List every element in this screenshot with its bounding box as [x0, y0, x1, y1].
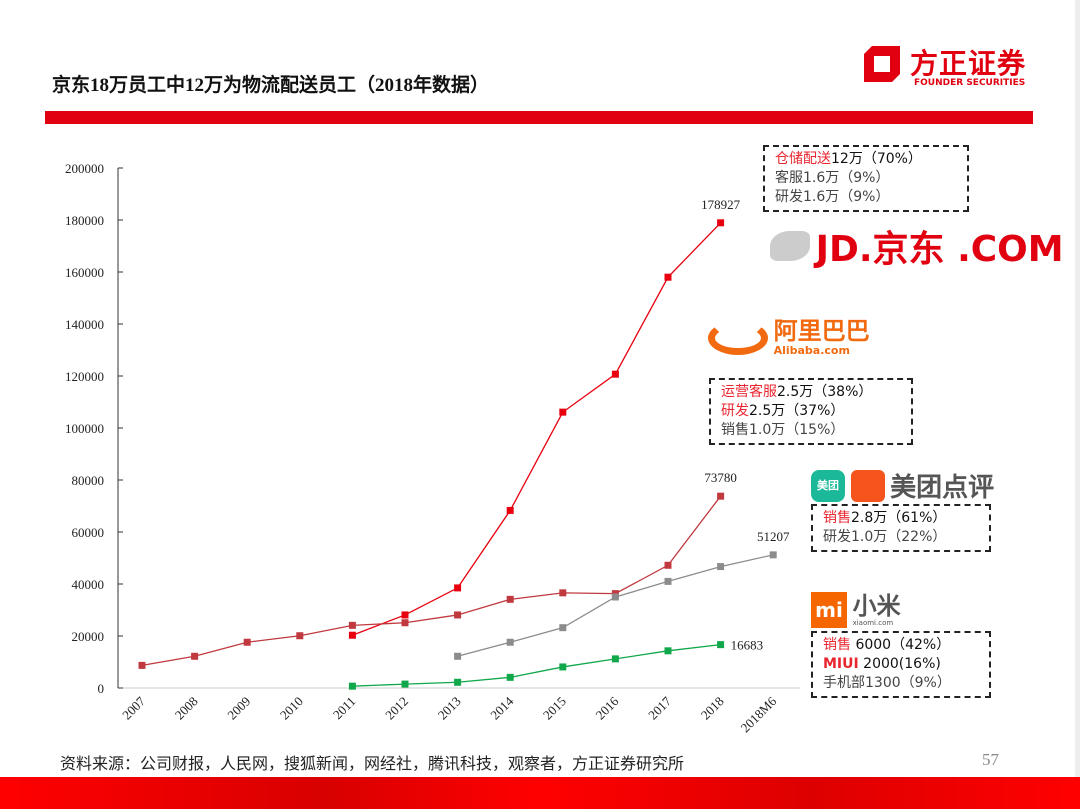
alibaba-point [243, 638, 251, 646]
alibaba-logo: 阿里巴巴 Alibaba.com [708, 318, 870, 357]
xiaomi-point [664, 647, 672, 655]
jd-end-label: 178927 [701, 197, 741, 212]
alibaba-point [348, 621, 356, 629]
y-tick-label: 80000 [72, 473, 105, 488]
jd-line-2: 研发1.6万（9%） [775, 189, 890, 205]
y-tick-label: 180000 [65, 213, 104, 228]
x-tick-label: 2010 [277, 694, 306, 723]
jd-brand-text: JD.京东 .COM [815, 229, 1064, 270]
meituan-point [611, 593, 619, 601]
xiaomi-point [401, 680, 409, 688]
xiaomi-point [348, 682, 356, 690]
alibaba-point [717, 492, 725, 500]
alibaba-end-label: 73780 [704, 470, 737, 485]
xiaomi-icon: mi [811, 592, 847, 628]
slide-title: 京东18万员工中12万为物流配送员工（2018年数据） [52, 75, 490, 96]
x-tick-label: 2011 [330, 694, 359, 723]
alibaba-point [296, 632, 304, 640]
xiaomi-point [454, 678, 462, 686]
jd-point [664, 273, 672, 281]
jd-point [611, 370, 619, 378]
xiaomi-point [506, 673, 514, 681]
xiaomi-point [717, 641, 725, 649]
xiaomi-point [611, 655, 619, 663]
y-tick-label: 200000 [65, 161, 104, 176]
jd-point [559, 408, 567, 416]
founder-logo: 方正证券 FOUNDER SECURITIES [862, 42, 1042, 92]
x-tick-label: 2009 [224, 694, 253, 723]
alibaba-point [664, 561, 672, 569]
founder-logo-icon [864, 46, 900, 82]
meituan-annotation: 销售2.8万（61%） 研发1.0万（22%） [811, 504, 991, 552]
meituan-point [506, 638, 514, 646]
page-number: 57 [982, 750, 999, 769]
y-tick-label: 20000 [72, 629, 105, 644]
jd-logo: JD.京东 .COM [770, 220, 1064, 272]
jd-line-0: 仓储配送12万（70%） [775, 151, 922, 167]
alibaba-point [401, 619, 409, 627]
alibaba-point [506, 595, 514, 603]
xiaomi-point [559, 663, 567, 671]
xiaomi-annotation: 销售 6000（42%） MIUI 2000(16%) 手机部1300（9%） [811, 631, 991, 698]
meituan-line [457, 554, 774, 657]
alibaba-point [191, 652, 199, 660]
jd-point [348, 631, 356, 639]
alibaba-smile-icon [708, 320, 768, 355]
title-divider [45, 111, 1033, 124]
xiaomi-logo: mi 小米 xiaomi.com [811, 592, 901, 628]
y-tick-label: 160000 [65, 265, 104, 280]
jd-annotation: 仓储配送12万（70%） 客服1.6万（9%） 研发1.6万（9%） [763, 145, 969, 212]
alibaba-point [138, 661, 146, 669]
jd-point [401, 611, 409, 619]
jd-point [506, 506, 514, 514]
jd-dog-icon [770, 231, 810, 261]
y-tick-label: 120000 [65, 369, 104, 384]
jd-line-1: 客服1.6万（9%） [775, 170, 890, 186]
jd-point [717, 219, 725, 227]
y-tick-label: 100000 [65, 421, 104, 436]
x-tick-label: 2014 [487, 693, 516, 722]
meituan-icon: 美团 [811, 469, 845, 502]
alibaba-annotation: 运营客服2.5万（38%） 研发2.5万（37%） 销售1.0万（15%） [709, 378, 913, 445]
x-tick-label: 2012 [382, 694, 411, 723]
meituan-point [559, 624, 567, 632]
jd-line [352, 222, 722, 636]
y-tick-label: 40000 [72, 577, 105, 592]
x-tick-label: 2016 [593, 693, 622, 722]
xiaomi-line [352, 643, 721, 687]
meituan-point [717, 563, 725, 571]
logo-cn: 方正证券 [910, 47, 1027, 80]
y-tick-label: 60000 [72, 525, 105, 540]
x-tick-label: 2007 [119, 693, 148, 722]
xiaomi-end-label: 16683 [731, 638, 764, 653]
slide-edge [1075, 0, 1080, 777]
alibaba-line [141, 495, 722, 667]
y-tick-label: 0 [98, 681, 105, 696]
meituan-point [664, 577, 672, 585]
jd-point [454, 584, 462, 592]
meituan-point [769, 551, 777, 559]
alibaba-point [559, 589, 567, 597]
x-tick-label: 2008 [172, 694, 201, 723]
meituan-end-label: 51207 [757, 529, 790, 544]
x-tick-label: 2017 [645, 693, 674, 722]
meituan-point [454, 652, 462, 660]
meituan-logo: 美团 美团点评 [811, 467, 994, 504]
alibaba-point [454, 611, 462, 619]
dianping-icon [850, 469, 885, 502]
source-note: 资料来源：公司财报，人民网，搜狐新闻，网经社，腾讯科技，观察者，方正证券研究所 [60, 756, 685, 773]
x-tick-label: 2018 [698, 694, 727, 723]
x-tick-label: 2015 [540, 694, 569, 723]
footer-bar [0, 777, 1080, 809]
x-tick-label: 2013 [435, 694, 464, 723]
logo-en: FOUNDER SECURITIES [914, 78, 1026, 88]
y-tick-label: 140000 [65, 317, 104, 332]
x-tick-label: 2018M6 [738, 693, 780, 735]
